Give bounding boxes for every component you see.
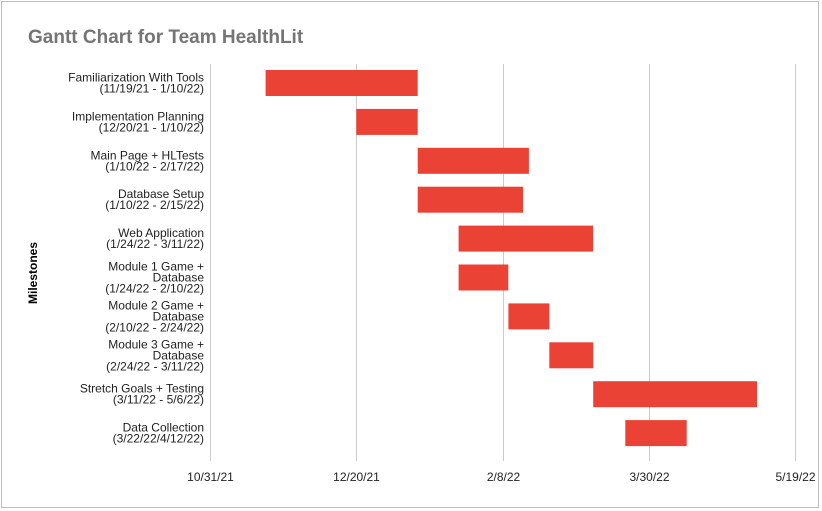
task-label: Stretch Goals + Testing (3/11/22 - 5/6/22…	[80, 382, 204, 407]
task-bar	[356, 108, 418, 135]
y-axis-label: Milestones	[26, 242, 40, 304]
x-tick-label: 10/31/21	[187, 470, 234, 484]
task-bar	[625, 420, 687, 447]
bars	[265, 70, 757, 447]
task-label: Module 1 Game + Database (1/24/22 - 2/10/2…	[105, 260, 204, 296]
task-bar	[508, 303, 550, 330]
chart-title: Gantt Chart for Team HealthLit	[28, 27, 304, 48]
task-bar	[458, 225, 594, 252]
x-tick-label: 12/20/21	[333, 470, 380, 484]
task-label: Data Collection (3/22/22/4/12/22)	[113, 421, 204, 446]
task-label: Main Page + HLTests (1/10/22 - 2/17/22)	[90, 148, 204, 173]
task-label: Web Application (1/24/22 - 3/11/22)	[106, 226, 204, 251]
task-label: Implementation Planning (12/20/21 - 1/10/…	[72, 109, 204, 134]
task-bar	[265, 70, 418, 96]
task-bar	[458, 264, 509, 291]
category-labels: Familiarization With Tools (11/19/21 - 1/…	[68, 71, 204, 446]
task-bar	[417, 147, 529, 174]
x-tick-label: 5/19/22	[775, 470, 815, 484]
task-label: Familiarization With Tools (11/19/21 - 1/…	[68, 71, 204, 96]
x-tick-label: 3/30/22	[629, 470, 669, 484]
task-label: Module 2 Game + Database (2/10/22 - 2/24/2…	[105, 298, 204, 334]
task-bar	[593, 381, 757, 408]
x-tick-labels: 10/31/21 12/20/21 2/8/22 3/30/22 5/19/22	[187, 470, 816, 484]
task-label: Module 3 Game + Database (2/24/22 - 3/11/2…	[106, 337, 204, 373]
task-bar	[549, 342, 594, 369]
x-tick-label: 2/8/22	[487, 470, 521, 484]
task-label: Database Setup (1/10/22 - 2/15/22)	[105, 187, 204, 212]
task-bar	[417, 186, 523, 213]
